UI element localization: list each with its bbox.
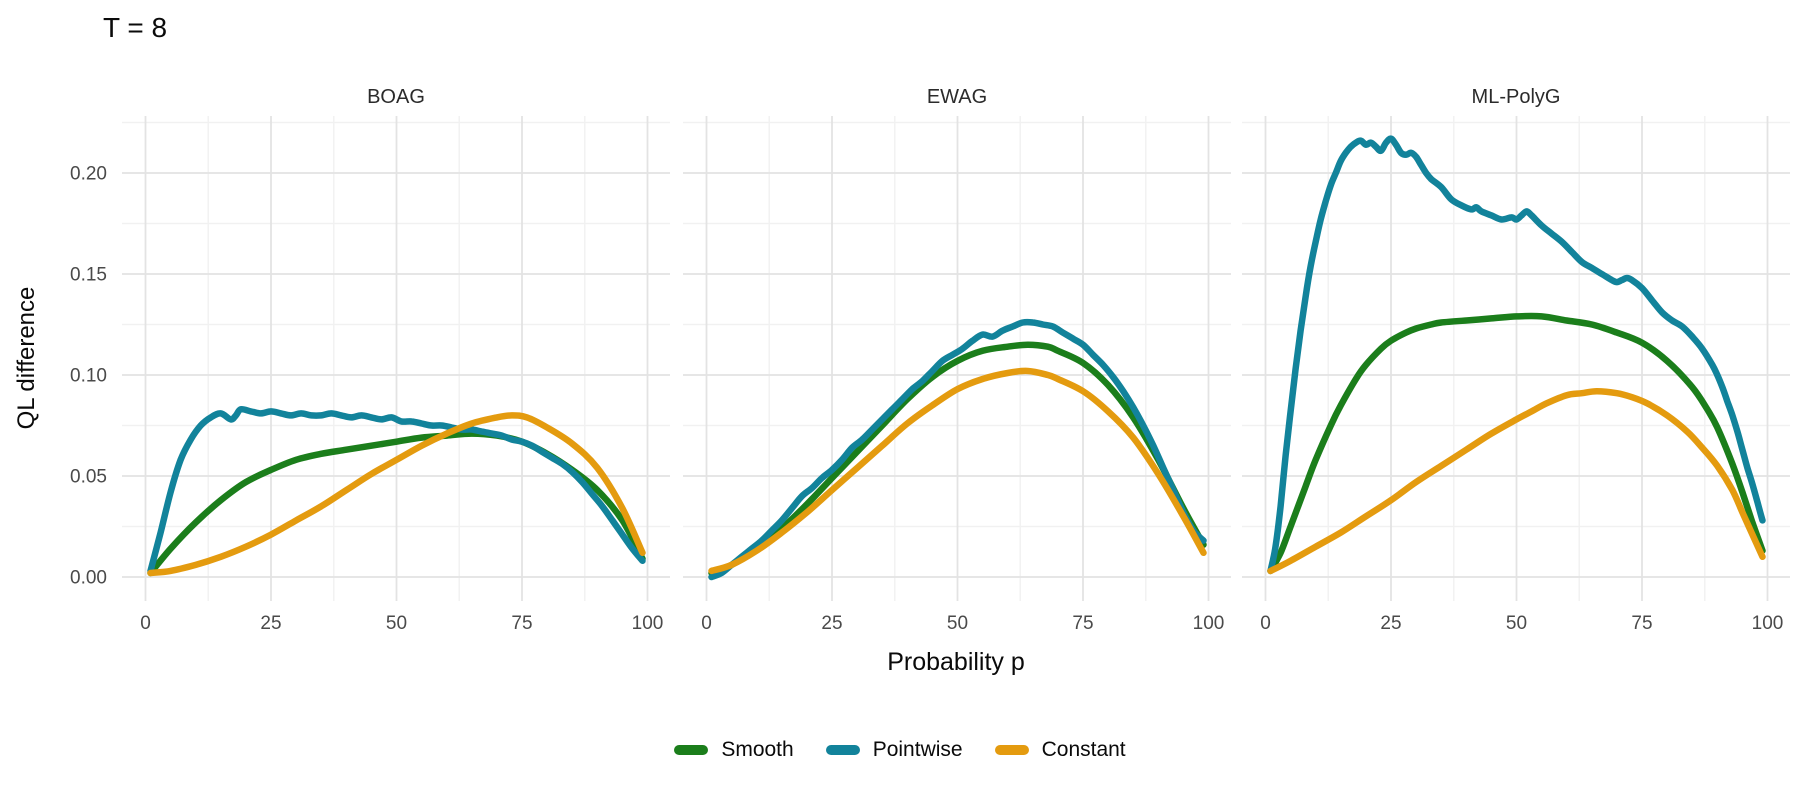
series-line-smooth — [708, 341, 1207, 577]
panel-0 — [122, 116, 670, 601]
series-line-pointwise — [1267, 135, 1766, 575]
legend: Smooth Pointwise Constant — [0, 733, 1800, 767]
y-tick-label: 0.20 — [70, 164, 107, 185]
x-tick-label: 25 — [1380, 613, 1401, 634]
x-tick-label: 75 — [1072, 613, 1093, 634]
x-tick-label: 50 — [947, 613, 968, 634]
strip-label: BOAG — [367, 86, 425, 108]
series-line-pointwise — [147, 405, 646, 575]
panel-1 — [683, 116, 1231, 601]
legend-item-pointwise: Pointwise — [825, 738, 963, 762]
x-tick-label: 0 — [140, 613, 151, 634]
strip-label: EWAG — [927, 86, 987, 108]
x-tick-label: 0 — [1260, 613, 1271, 634]
x-axis-title: Probability p — [887, 648, 1025, 676]
plot-title: T = 8 — [103, 12, 168, 43]
legend-item-constant: Constant — [994, 738, 1126, 762]
legend-label: Constant — [1041, 738, 1126, 761]
strip-label: ML-PolyG — [1472, 86, 1561, 108]
series-line-smooth — [1267, 312, 1766, 575]
series-line-constant — [147, 412, 646, 577]
y-tick-label: 0.10 — [70, 366, 107, 387]
legend-item-smooth: Smooth — [674, 738, 794, 762]
x-tick-label: 25 — [821, 613, 842, 634]
y-tick-label: 0.05 — [70, 467, 107, 488]
x-tick-label: 100 — [632, 613, 664, 634]
legend-label: Smooth — [721, 738, 794, 761]
x-tick-label: 50 — [386, 613, 407, 634]
x-tick-label: 75 — [1631, 613, 1652, 634]
legend-swatch-pointwise — [825, 745, 860, 755]
legend-label: Pointwise — [872, 738, 963, 761]
x-tick-label: 50 — [1506, 613, 1527, 634]
x-tick-label: 100 — [1193, 613, 1225, 634]
x-tick-label: 0 — [701, 613, 712, 634]
x-tick-label: 100 — [1752, 613, 1784, 634]
series-line-constant — [1267, 387, 1766, 575]
legend-swatch-smooth — [674, 745, 709, 755]
series-line-pointwise — [708, 318, 1207, 581]
legend-swatch-constant — [994, 745, 1029, 755]
panel-2 — [1242, 116, 1790, 601]
x-tick-label: 25 — [260, 613, 281, 634]
x-tick-label: 75 — [511, 613, 532, 634]
y-tick-label: 0.00 — [70, 568, 107, 589]
series-line-constant — [708, 367, 1207, 575]
y-tick-label: 0.15 — [70, 265, 107, 286]
plot-canvas: 0.00 0.05 0.10 0.15 0.20 BOAG 0 25 50 75 100 EWAG 0 2… — [70, 86, 1790, 634]
